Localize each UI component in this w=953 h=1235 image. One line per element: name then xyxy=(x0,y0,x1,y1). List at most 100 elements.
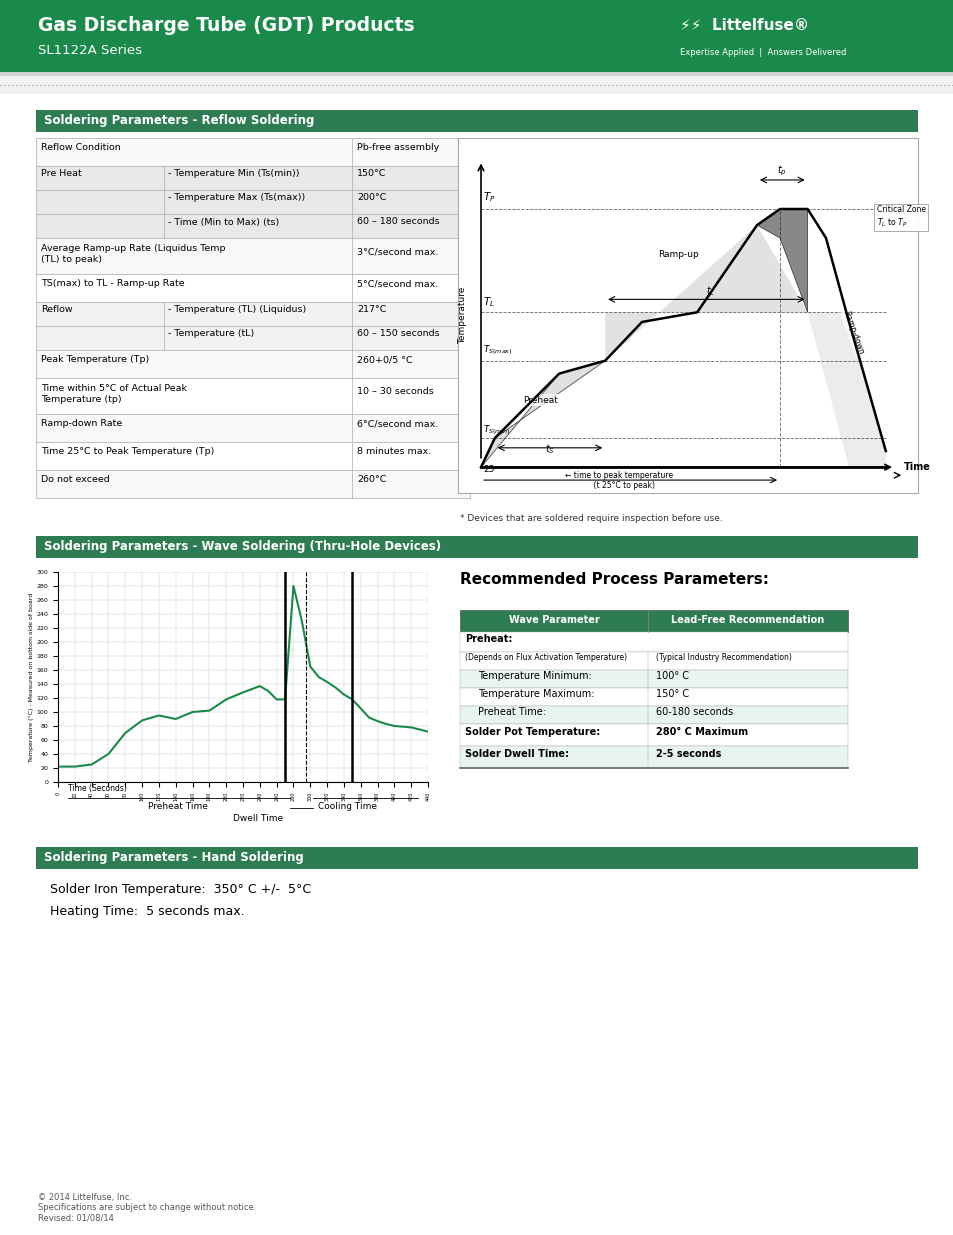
Bar xyxy=(0,77,953,94)
Bar xyxy=(36,110,917,132)
Bar xyxy=(36,350,470,378)
Bar xyxy=(36,303,470,326)
Text: Solder Iron Temperature:  350° C +/-  5°C: Solder Iron Temperature: 350° C +/- 5°C xyxy=(50,883,311,897)
Bar xyxy=(36,165,164,190)
Text: (TL) to peak): (TL) to peak) xyxy=(41,254,102,264)
Text: 60-180 seconds: 60-180 seconds xyxy=(656,706,732,718)
Text: 10 – 30 seconds: 10 – 30 seconds xyxy=(356,388,434,396)
Text: Critical Zone
$T_L$ to $T_P$: Critical Zone $T_L$ to $T_P$ xyxy=(876,205,924,228)
Text: 60 – 150 seconds: 60 – 150 seconds xyxy=(356,330,439,338)
Text: Expertise Applied  |  Answers Delivered: Expertise Applied | Answers Delivered xyxy=(679,48,845,57)
Bar xyxy=(36,214,164,238)
Bar xyxy=(352,414,470,442)
Bar xyxy=(36,238,352,274)
Text: Temperature Minimum:: Temperature Minimum: xyxy=(477,671,591,680)
Bar xyxy=(0,72,953,77)
Text: Reflow: Reflow xyxy=(41,305,72,315)
Text: - Temperature (TL) (Liquidus): - Temperature (TL) (Liquidus) xyxy=(168,305,306,315)
Text: Peak Temperature (Tp): Peak Temperature (Tp) xyxy=(41,356,149,364)
Bar xyxy=(36,378,352,414)
Polygon shape xyxy=(480,361,604,467)
Text: 60 – 180 seconds: 60 – 180 seconds xyxy=(356,217,439,226)
Text: Wave Parameter: Wave Parameter xyxy=(508,615,598,625)
Text: Soldering Parameters - Wave Soldering (Thru-Hole Devices): Soldering Parameters - Wave Soldering (T… xyxy=(44,540,440,553)
Text: - Temperature Min (Ts(min)): - Temperature Min (Ts(min)) xyxy=(168,169,299,179)
Bar xyxy=(36,414,352,442)
Bar xyxy=(36,238,470,274)
Bar xyxy=(164,214,352,238)
Bar xyxy=(36,326,470,350)
Bar xyxy=(36,471,352,498)
Text: Heating Time:  5 seconds max.: Heating Time: 5 seconds max. xyxy=(50,905,244,918)
Bar xyxy=(352,326,470,350)
Bar xyxy=(352,138,470,165)
Text: 260°C: 260°C xyxy=(356,475,386,484)
Text: Ramp-down: Ramp-down xyxy=(841,310,864,356)
Bar xyxy=(352,378,470,414)
Text: Solder Pot Temperature:: Solder Pot Temperature: xyxy=(464,727,599,737)
Text: Temperature: Temperature xyxy=(457,287,467,345)
Text: Average Ramp-up Rate (Liquidus Temp: Average Ramp-up Rate (Liquidus Temp xyxy=(41,245,225,253)
Text: Dwell Time: Dwell Time xyxy=(233,814,283,823)
Text: 200°C: 200°C xyxy=(356,194,386,203)
Bar xyxy=(164,165,352,190)
Text: (Depends on Flux Activation Temperature): (Depends on Flux Activation Temperature) xyxy=(464,653,626,662)
Bar xyxy=(36,138,470,165)
Bar xyxy=(459,671,847,688)
Text: Soldering Parameters - Reflow Soldering: Soldering Parameters - Reflow Soldering xyxy=(44,114,314,127)
Bar xyxy=(352,238,470,274)
Text: Pre Heat: Pre Heat xyxy=(41,169,82,179)
Text: Lead-Free Recommendation: Lead-Free Recommendation xyxy=(671,615,823,625)
Bar xyxy=(36,274,352,303)
Text: $T_P$: $T_P$ xyxy=(483,190,496,204)
Text: - Time (Min to Max) (ts): - Time (Min to Max) (ts) xyxy=(168,217,279,226)
Text: 3°C/second max.: 3°C/second max. xyxy=(356,247,438,257)
Text: * Devices that are soldered require inspection before use.: * Devices that are soldered require insp… xyxy=(459,514,722,522)
Text: Preheat: Preheat xyxy=(523,395,558,405)
Text: Do not exceed: Do not exceed xyxy=(41,475,110,484)
Text: Reflow Condition: Reflow Condition xyxy=(41,143,121,152)
Polygon shape xyxy=(807,312,885,467)
Bar xyxy=(352,214,470,238)
Text: 8 minutes max.: 8 minutes max. xyxy=(356,447,431,457)
Text: Ramp-up: Ramp-up xyxy=(658,251,699,259)
Bar xyxy=(459,610,847,632)
Bar xyxy=(36,165,470,190)
Bar xyxy=(352,165,470,190)
Text: Ramp-down Rate: Ramp-down Rate xyxy=(41,420,122,429)
Text: Temperature Maximum:: Temperature Maximum: xyxy=(477,689,594,699)
Text: $t_L$: $t_L$ xyxy=(705,284,715,299)
Text: Soldering Parameters - Hand Soldering: Soldering Parameters - Hand Soldering xyxy=(44,851,303,864)
Y-axis label: Temperature (°C) - Measured on bottom side of board: Temperature (°C) - Measured on bottom si… xyxy=(29,593,33,762)
Bar xyxy=(36,214,470,238)
Bar xyxy=(352,274,470,303)
Text: Preheat:: Preheat: xyxy=(464,634,512,643)
Bar xyxy=(459,724,847,746)
Bar xyxy=(36,274,470,303)
Bar xyxy=(459,652,847,671)
Text: Time (Seconds): Time (Seconds) xyxy=(68,784,127,793)
Text: 5°C/second max.: 5°C/second max. xyxy=(356,279,437,289)
Bar xyxy=(352,442,470,471)
Text: SL1122A Series: SL1122A Series xyxy=(38,44,142,57)
Bar xyxy=(36,138,352,165)
Bar xyxy=(352,303,470,326)
Text: 25: 25 xyxy=(483,464,495,474)
Bar xyxy=(36,350,352,378)
Bar xyxy=(36,442,352,471)
Bar xyxy=(36,326,164,350)
Bar xyxy=(164,190,352,214)
Text: (Typical Industry Recommendation): (Typical Industry Recommendation) xyxy=(656,653,791,662)
Text: $T_{S(max)}$: $T_{S(max)}$ xyxy=(483,343,513,357)
Bar xyxy=(36,471,470,498)
Bar xyxy=(36,190,164,214)
Bar xyxy=(459,688,847,706)
Bar xyxy=(352,471,470,498)
Text: - Temperature (tL): - Temperature (tL) xyxy=(168,330,254,338)
Bar xyxy=(36,536,917,558)
Text: $T_{S(min)}$: $T_{S(min)}$ xyxy=(483,422,511,436)
Text: Preheat Time:: Preheat Time: xyxy=(477,706,545,718)
Text: Preheat Time: Preheat Time xyxy=(148,802,208,811)
Bar xyxy=(36,378,470,414)
Text: 260+0/5 °C: 260+0/5 °C xyxy=(356,356,413,364)
